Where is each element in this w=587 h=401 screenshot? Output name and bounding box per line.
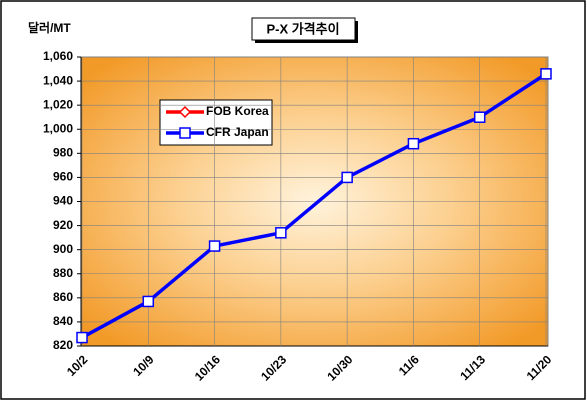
- marker: [142, 295, 155, 308]
- legend-label: CFR Japan: [206, 125, 269, 139]
- marker: [407, 137, 420, 150]
- y-tick-label: 1,020: [43, 97, 73, 111]
- marker: [76, 331, 88, 344]
- y-tick-label: 940: [53, 194, 73, 208]
- marker: [275, 227, 287, 239]
- series-line: [81, 72, 547, 340]
- y-axis-label: 달러/MT: [28, 20, 71, 35]
- legend-box: [159, 99, 273, 146]
- y-tick-label: 980: [53, 146, 73, 160]
- y-tick-label: 1,000: [43, 121, 73, 135]
- title-box: [251, 17, 356, 41]
- y-tick-label: 1,040: [43, 73, 73, 87]
- y-tick-label: 840: [53, 314, 73, 328]
- y-tick-label: 860: [53, 290, 73, 304]
- legend-label: FOB Korea: [206, 104, 269, 118]
- y-tick-label: 920: [53, 218, 73, 232]
- marker: [179, 127, 191, 139]
- y-tick-label: 1,060: [43, 49, 73, 63]
- y-tick-label: 900: [53, 242, 73, 256]
- marker: [341, 171, 353, 184]
- marker: [540, 68, 552, 80]
- chart-title: P-X 가격추이: [266, 21, 339, 36]
- marker: [208, 240, 221, 252]
- y-tick-label: 820: [53, 338, 73, 352]
- y-tick-label: 880: [53, 266, 73, 280]
- y-tick-label: 960: [53, 170, 73, 184]
- marker: [473, 111, 486, 123]
- marker: [178, 105, 192, 119]
